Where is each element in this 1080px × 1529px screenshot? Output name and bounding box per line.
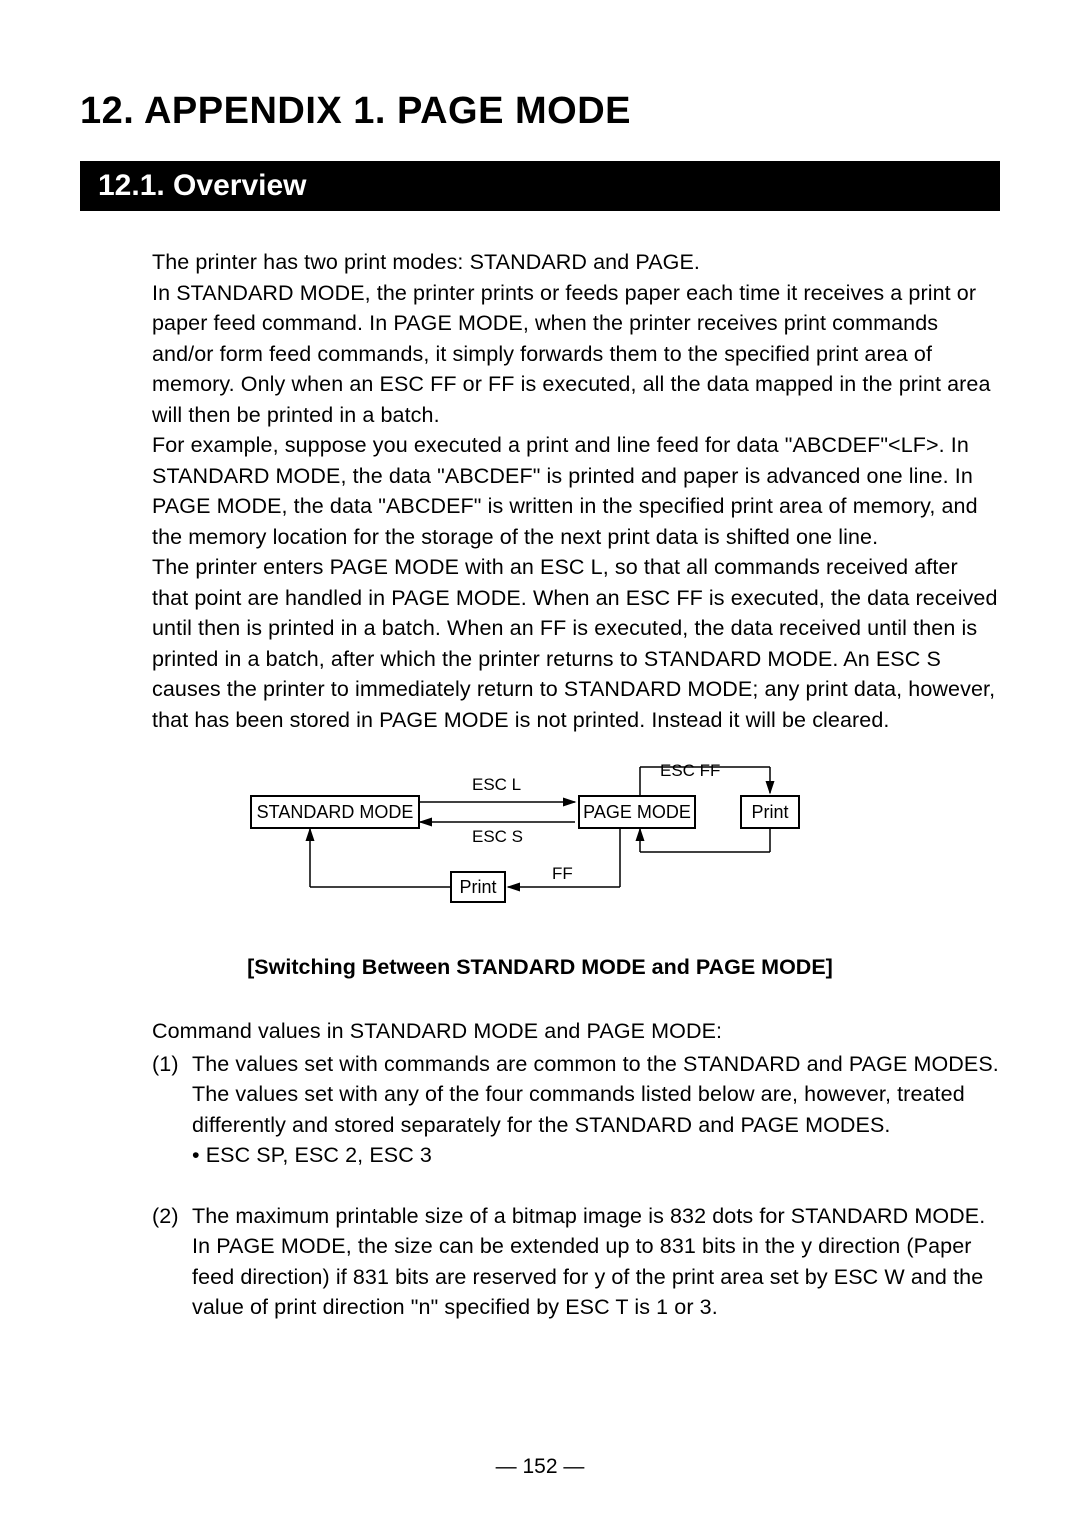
item-1-text: The values set with commands are common …: [192, 1052, 999, 1137]
page-number: — 152 —: [0, 1455, 1080, 1479]
esc-s-label: ESC S: [472, 827, 523, 847]
page-mode-box: PAGE MODE: [578, 795, 696, 829]
ff-label: FF: [552, 864, 573, 884]
standard-mode-box: STANDARD MODE: [250, 795, 420, 829]
item-1-bullet: • ESC SP, ESC 2, ESC 3: [192, 1140, 1000, 1171]
esc-l-label: ESC L: [472, 775, 521, 795]
body-paragraphs: The printer has two print modes: STANDAR…: [152, 247, 1000, 735]
diagram-caption: [Switching Between STANDARD MODE and PAG…: [80, 955, 1000, 980]
item-2-text: The maximum printable size of a bitmap i…: [192, 1201, 1000, 1323]
paragraph: In STANDARD MODE, the printer prints or …: [152, 278, 1000, 431]
print-box-bottom: Print: [450, 871, 506, 903]
list-num-2: (2): [152, 1201, 192, 1323]
page-title: 12. APPENDIX 1. PAGE MODE: [80, 90, 1000, 133]
cmd-intro: Command values in STANDARD MODE and PAGE…: [152, 1016, 1000, 1047]
esc-ff-label: ESC FF: [660, 761, 720, 781]
print-box-right: Print: [740, 795, 800, 829]
mode-diagram: STANDARD MODE PAGE MODE Print Print ESC …: [240, 757, 840, 937]
paragraph: The printer has two print modes: STANDAR…: [152, 247, 1000, 278]
section-heading: 12.1. Overview: [80, 161, 1000, 211]
list-num-1: (1): [152, 1049, 192, 1171]
paragraph: The printer enters PAGE MODE with an ESC…: [152, 552, 1000, 735]
command-values-section: Command values in STANDARD MODE and PAGE…: [152, 1016, 1000, 1323]
diagram-arrows: [240, 757, 840, 937]
paragraph: For example, suppose you executed a prin…: [152, 430, 1000, 552]
